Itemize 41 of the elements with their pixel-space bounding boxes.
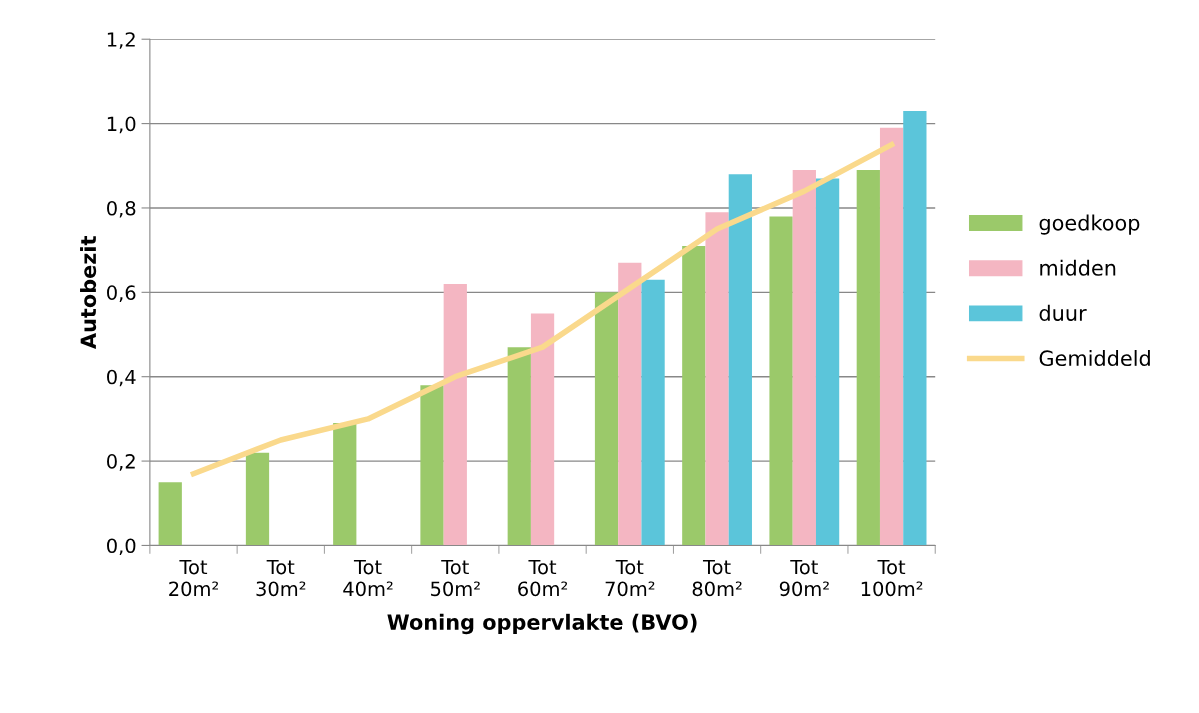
bar [618, 262, 642, 546]
legend-label: Gemiddeld [1039, 349, 1150, 367]
x-axis-title: Woning oppervlakte (BVO) [387, 613, 697, 635]
bar [879, 127, 904, 546]
x-tick-label: Tot 60m² [518, 559, 568, 597]
bar [856, 169, 880, 546]
bar [530, 313, 555, 546]
bar [158, 482, 182, 546]
x-tick-label: Tot 80m² [692, 559, 742, 597]
bar [641, 279, 665, 546]
bar [420, 385, 444, 546]
legend-label: duur [1039, 304, 1087, 321]
x-tick-label: Tot 90m² [779, 559, 829, 597]
bar [682, 245, 706, 546]
x-tick-label: Tot 40m² [343, 559, 393, 597]
bar [333, 423, 357, 546]
bar [728, 174, 752, 546]
bar [705, 212, 729, 546]
bar [507, 347, 531, 546]
bar [769, 216, 793, 546]
y-tick-label: 0,0 [107, 538, 136, 556]
bar [815, 178, 840, 546]
bar [792, 169, 816, 546]
y-tick-label: 1,2 [107, 32, 135, 49]
legend-label: goedkoop [1039, 214, 1140, 235]
x-tick-label: Tot 20m² [169, 559, 219, 597]
legend-label: midden [1040, 259, 1116, 276]
x-tick-label: Tot 30m² [256, 559, 306, 597]
bar [903, 110, 927, 546]
y-axis-title: Autobezit [80, 236, 97, 349]
x-tick-label: Tot 70m² [605, 559, 655, 597]
bar [443, 283, 467, 546]
y-tick-label: 0,6 [107, 285, 136, 302]
y-tick-label: 0,8 [107, 200, 136, 218]
bar [245, 452, 270, 546]
y-tick-label: 0,2 [107, 454, 135, 471]
y-tick-label: 0,4 [107, 369, 136, 387]
x-tick-label: Tot 50m² [431, 559, 480, 597]
x-tick-label: Tot 100m² [861, 559, 923, 597]
y-tick-label: 1,0 [107, 116, 136, 134]
bar [594, 292, 619, 546]
